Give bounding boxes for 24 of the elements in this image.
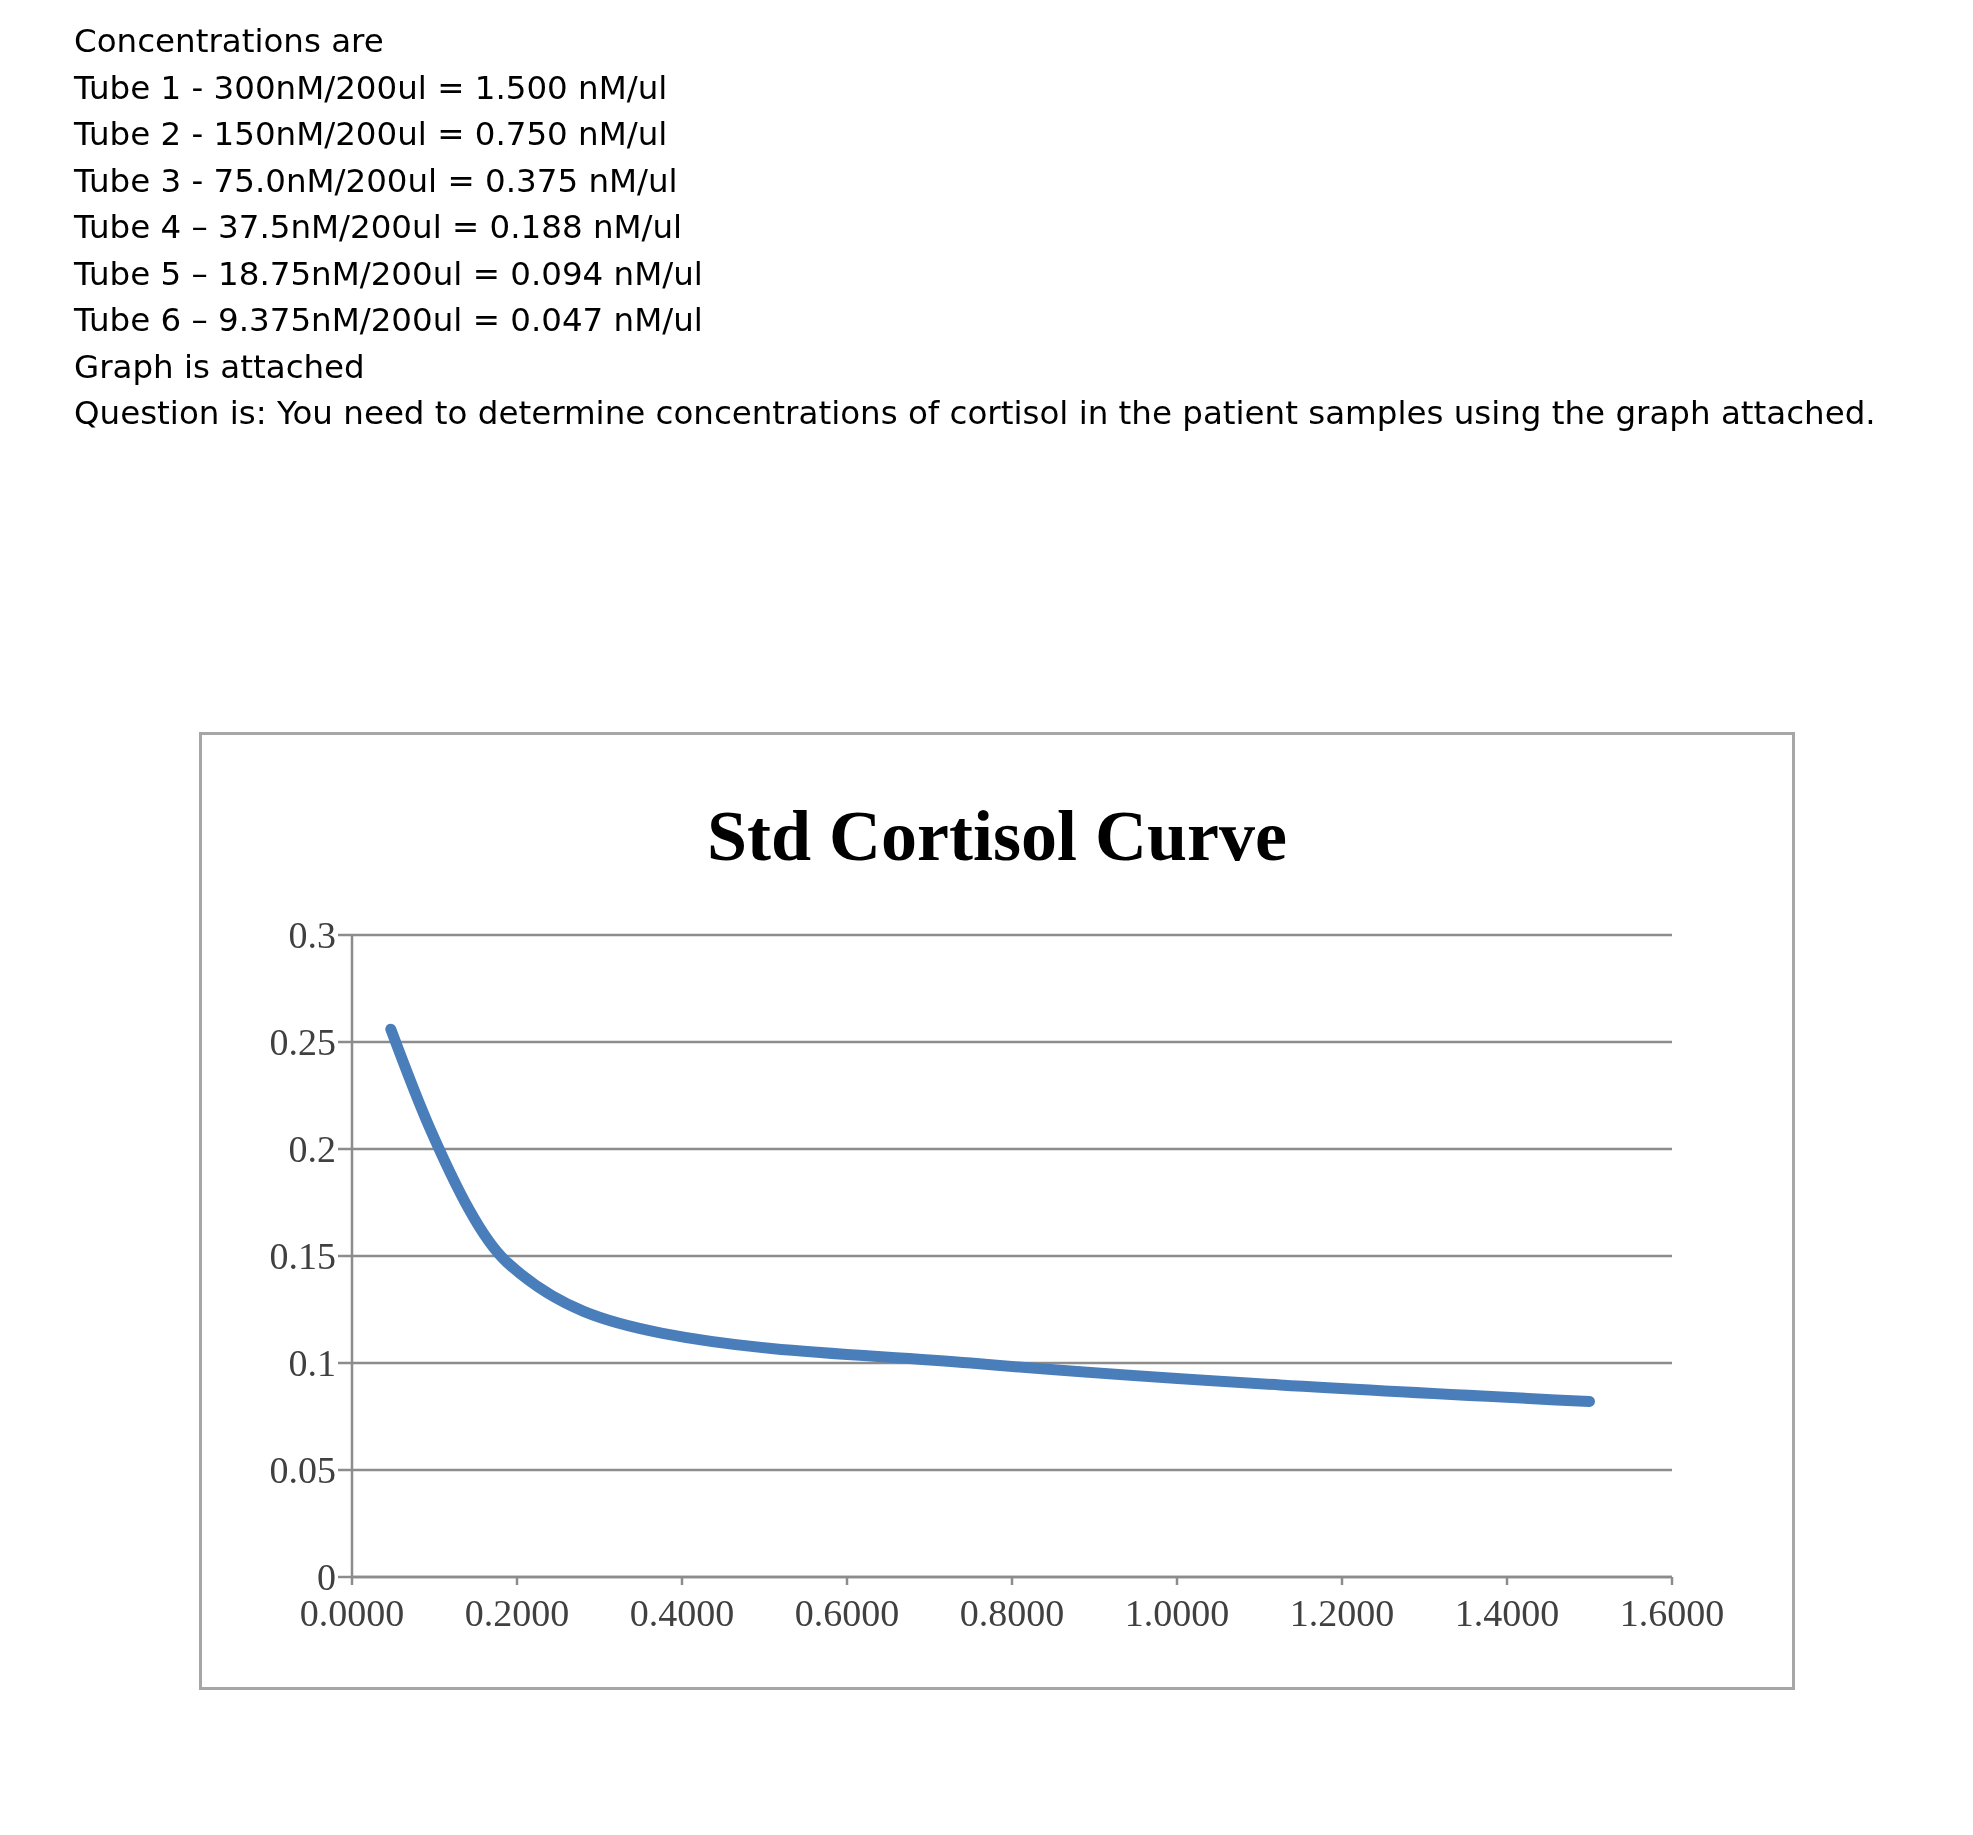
y-tick-label: 0.2 <box>288 1127 336 1170</box>
text: Tube 1 - 300nM/200ul = 1.500 nM/ul <box>74 67 669 109</box>
y-tick-label: 0.25 <box>269 1020 336 1063</box>
y-tick-label: 0.15 <box>269 1234 336 1277</box>
text: Tube 6 – 9.375nM/200ul = 0.047 nM/ul <box>74 300 704 341</box>
text: Tube 2 - 150nM/200ul = 0.750 nM/ul <box>74 114 669 155</box>
x-tick-label: 1.0000 <box>1124 1591 1230 1634</box>
x-tick-label: 0.2000 <box>464 1591 570 1634</box>
y-tick-label: 0.3 <box>288 913 336 956</box>
text: Tube 3 - 75.0nM/200ul = 0.375 nM/ul <box>74 160 679 202</box>
text: Graph is attached <box>74 346 366 388</box>
x-tick-label: 0.4000 <box>629 1591 735 1634</box>
x-tick-label: 1.2000 <box>1289 1591 1395 1634</box>
text: Question is: You need to determine concentrations of cortisol in the patient samples using the graph attached. <box>74 393 1877 434</box>
text: Tube 5 – 18.75nM/200ul = 0.094 nM/ul <box>74 253 704 295</box>
x-tick-label: 1.4000 <box>1454 1591 1560 1634</box>
text: Concentrations are <box>74 21 385 62</box>
chart-title: Std Cortisol Curve <box>706 794 1288 878</box>
x-tick-label: 0.6000 <box>794 1591 900 1634</box>
y-tick-label: 0.1 <box>288 1341 336 1384</box>
y-tick-label: 0.05 <box>269 1448 336 1491</box>
x-tick-label: 0.8000 <box>959 1591 1065 1634</box>
text: Tube 4 – 37.5nM/200ul = 0.188 nM/ul <box>74 207 684 248</box>
x-tick-label: 1.6000 <box>1619 1591 1725 1634</box>
